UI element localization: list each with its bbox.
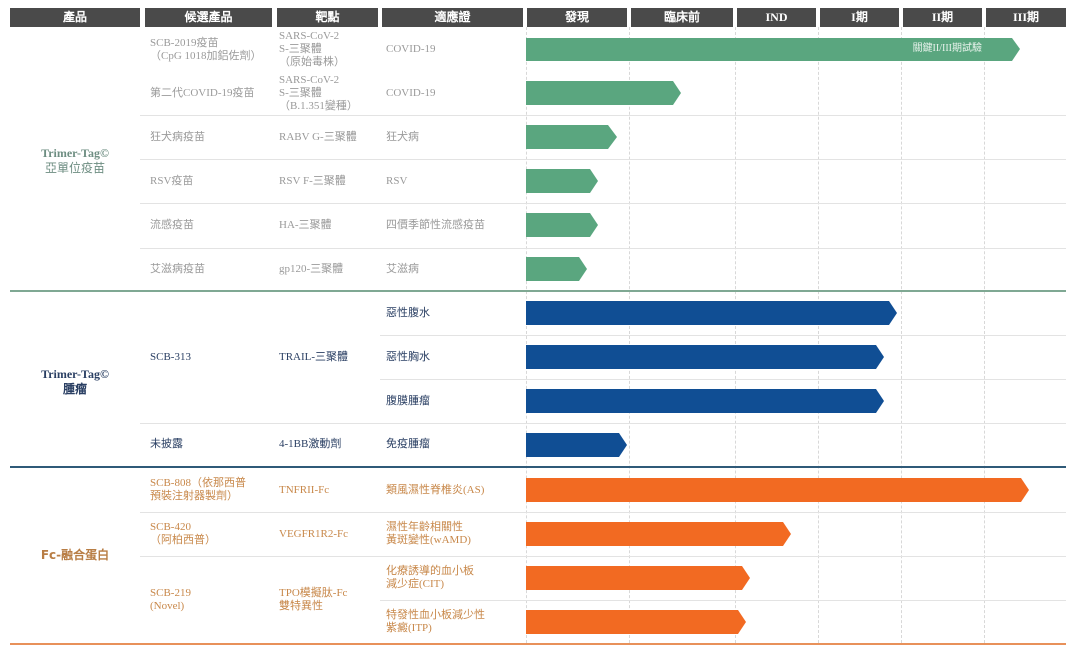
row-divider [140, 203, 1066, 204]
section-label-fc-fusion: Fc-融合蛋白 [10, 548, 140, 563]
indication-cell: 化療誘導的血小板 減少症(CIT) [386, 565, 474, 590]
row-divider [140, 159, 1066, 160]
indication-cell: 類風濕性脊椎炎(AS) [386, 483, 485, 496]
target-cell: RABV G-三聚體 [279, 130, 357, 143]
candidate-cell: SCB-420 （阿柏西普） [150, 521, 216, 546]
candidate-cell: RSV疫苗 [150, 174, 194, 187]
header-product: 產品 [10, 8, 140, 27]
header-stage-ind: IND [737, 8, 816, 27]
indication-cell: COVID-19 [386, 43, 436, 55]
candidate-cell: SCB-313 [150, 351, 191, 363]
row-divider [380, 335, 1066, 336]
row-divider [140, 423, 1066, 424]
bar-flu [526, 213, 598, 237]
row-divider [380, 600, 1066, 601]
section-label-line1: Trimer-Tag© [41, 367, 109, 381]
candidate-cell: 第二代COVID-19疫苗 [150, 86, 255, 99]
candidate-cell: SCB-219 (Novel) [150, 586, 191, 612]
target-cell: RSV F-三聚體 [279, 174, 346, 187]
bar-scb2019-annotation-wrap: 關鍵II/III期試驗 [526, 38, 1012, 61]
target-cell: 4-1BB激動劑 [279, 438, 342, 450]
indication-cell: COVID-19 [386, 86, 436, 99]
bar-scb2019 [526, 38, 1020, 61]
indication-cell: 狂犬病 [386, 130, 419, 143]
row-divider [140, 248, 1066, 249]
bar-rabies [526, 125, 617, 149]
indication-cell: 惡性胸水 [386, 350, 430, 363]
target-cell: TRAIL-三聚體 [279, 351, 349, 363]
header-stage-phase3: III期 [986, 8, 1066, 27]
candidate-cell: 狂犬病疫苗 [150, 130, 205, 143]
section-divider-fc [10, 643, 1066, 645]
bar-scb313-ascites [526, 301, 897, 325]
candidate-cell: 未披露 [150, 438, 183, 450]
row-divider [380, 379, 1066, 380]
header-target: 靶點 [277, 8, 378, 27]
header-stage-phase2: II期 [903, 8, 982, 27]
header-stage-preclinical: 臨床前 [631, 8, 733, 27]
candidate-cell: 艾滋病疫苗 [150, 262, 205, 275]
target-cell: TNFRII-Fc [279, 483, 330, 496]
header-candidate: 候選產品 [145, 8, 272, 27]
row-divider [140, 115, 1066, 116]
section-divider-oncology [10, 466, 1066, 468]
bar-scb313-peritoneal [526, 389, 884, 413]
section-label-oncology: Trimer-Tag© 腫瘤 [10, 367, 140, 397]
target-cell: SARS-CoV-2 S-三聚體 （原始毒株） [279, 30, 345, 68]
bar-annotation-pivotal-trial: 關鍵II/III期試驗 [912, 43, 982, 54]
section-label-line2: 腫瘤 [62, 382, 87, 396]
bar-scb219-itp [526, 610, 746, 634]
candidate-cell: SCB-2019疫苗 （CpG 1018加鋁佐劑） [150, 36, 262, 62]
target-cell: SARS-CoV-2 S-三聚體 （B.1.351變種） [279, 73, 358, 112]
target-cell: HA-三聚體 [279, 219, 332, 231]
bar-scb808 [526, 478, 1029, 502]
row-divider [140, 512, 1066, 513]
bar-4-1bb [526, 433, 627, 457]
bar-scb313-pleural [526, 345, 884, 369]
bar-rsv [526, 169, 598, 193]
section-label-vaccines: Trimer-Tag© 亞單位疫苗 [10, 146, 140, 176]
target-cell: VEGFR1R2-Fc [279, 527, 349, 540]
section-label-line2: 亞單位疫苗 [44, 161, 105, 175]
header-stage-discovery: 發現 [527, 8, 627, 27]
bar-scb420 [526, 522, 791, 546]
indication-cell: 艾滋病 [386, 262, 419, 275]
header-indication: 適應證 [382, 8, 523, 27]
section-divider-vaccines [10, 290, 1066, 292]
section-label-line1: Fc-融合蛋白 [40, 548, 110, 562]
indication-cell: 濕性年齡相關性 黃斑變性(wAMD) [386, 521, 471, 546]
indication-cell: 免疫腫瘤 [386, 438, 430, 450]
bar-hiv [526, 257, 587, 281]
target-cell: TPO模擬肽-Fc 雙特異性 [279, 586, 348, 612]
target-cell: gp120-三聚體 [279, 262, 344, 275]
bar-covid-gen2 [526, 81, 681, 105]
indication-cell: 惡性腹水 [386, 307, 430, 319]
indication-cell: RSV [386, 174, 408, 187]
indication-cell: 腹膜腫瘤 [386, 394, 430, 407]
candidate-cell: 流感疫苗 [150, 219, 194, 231]
row-divider [140, 556, 1066, 557]
header-stage-phase1: I期 [820, 8, 899, 27]
section-label-line1: Trimer-Tag© [41, 146, 109, 160]
candidate-cell: SCB-808（依那西普 預裝注射器製劑） [150, 477, 246, 502]
indication-cell: 四價季節性流感疫苗 [386, 219, 485, 231]
bar-scb219-cit [526, 566, 750, 590]
indication-cell: 特發性血小板減少性 紫癜(ITP) [386, 608, 485, 634]
